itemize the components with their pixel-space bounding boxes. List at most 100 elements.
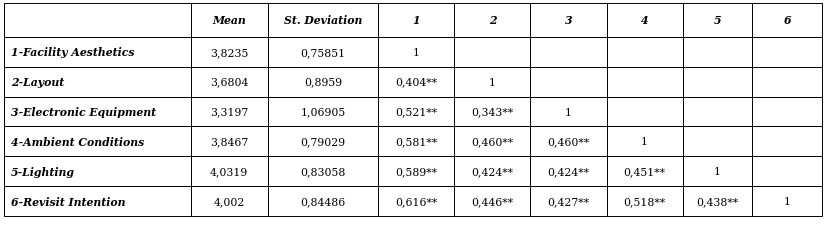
Text: 0,424**: 0,424**: [472, 167, 514, 176]
Bar: [191, 186, 268, 216]
Text: 2: 2: [489, 15, 496, 26]
Bar: [752, 38, 822, 67]
Bar: [606, 4, 683, 38]
Bar: [4, 97, 191, 127]
Bar: [530, 38, 606, 67]
Bar: [752, 97, 822, 127]
Text: 3,6804: 3,6804: [210, 77, 249, 87]
Text: 0,427**: 0,427**: [548, 196, 590, 206]
Bar: [752, 186, 822, 216]
Bar: [454, 38, 530, 67]
Text: 0,84486: 0,84486: [301, 196, 345, 206]
Bar: [454, 127, 530, 157]
Bar: [454, 97, 530, 127]
Bar: [530, 157, 606, 186]
Text: 3-Electronic Equipment: 3-Electronic Equipment: [11, 106, 156, 118]
Bar: [4, 4, 191, 38]
Bar: [378, 127, 454, 157]
Text: 0,451**: 0,451**: [624, 167, 666, 176]
Bar: [683, 157, 752, 186]
Bar: [530, 67, 606, 97]
Text: 3,8467: 3,8467: [210, 137, 249, 147]
Text: 0,616**: 0,616**: [395, 196, 438, 206]
Text: St. Deviation: St. Deviation: [284, 15, 362, 26]
Text: 0,518**: 0,518**: [624, 196, 666, 206]
Text: 1-Facility Aesthetics: 1-Facility Aesthetics: [11, 47, 135, 58]
Text: 0,438**: 0,438**: [696, 196, 738, 206]
Bar: [268, 157, 378, 186]
Bar: [191, 4, 268, 38]
Bar: [454, 157, 530, 186]
Bar: [268, 127, 378, 157]
Bar: [4, 127, 191, 157]
Text: 0,8959: 0,8959: [304, 77, 342, 87]
Text: 2-Layout: 2-Layout: [11, 77, 64, 88]
Text: 0,460**: 0,460**: [472, 137, 514, 147]
Text: 1: 1: [412, 15, 420, 26]
Text: 0,424**: 0,424**: [548, 167, 590, 176]
Text: 0,75851: 0,75851: [301, 48, 345, 57]
Bar: [606, 38, 683, 67]
Text: 0,79029: 0,79029: [301, 137, 345, 147]
Bar: [4, 186, 191, 216]
Bar: [378, 67, 454, 97]
Bar: [752, 67, 822, 97]
Bar: [191, 38, 268, 67]
Bar: [752, 157, 822, 186]
Text: 1,06905: 1,06905: [301, 107, 345, 117]
Text: 0,521**: 0,521**: [395, 107, 437, 117]
Text: 1: 1: [489, 77, 496, 87]
Text: 4,002: 4,002: [214, 196, 245, 206]
Bar: [454, 4, 530, 38]
Text: 1: 1: [714, 167, 721, 176]
Bar: [268, 4, 378, 38]
Bar: [683, 127, 752, 157]
Bar: [191, 67, 268, 97]
Bar: [683, 97, 752, 127]
Text: 3: 3: [565, 15, 572, 26]
Bar: [268, 97, 378, 127]
Bar: [606, 67, 683, 97]
Bar: [683, 186, 752, 216]
Bar: [606, 97, 683, 127]
Bar: [268, 38, 378, 67]
Bar: [683, 67, 752, 97]
Text: 0,404**: 0,404**: [396, 77, 437, 87]
Bar: [191, 127, 268, 157]
Text: 1: 1: [565, 107, 572, 117]
Bar: [606, 127, 683, 157]
Text: 0,581**: 0,581**: [395, 137, 437, 147]
Text: 5: 5: [714, 15, 721, 26]
Text: 1: 1: [413, 48, 420, 57]
Text: 3,3197: 3,3197: [210, 107, 249, 117]
Bar: [606, 186, 683, 216]
Bar: [530, 127, 606, 157]
Bar: [683, 4, 752, 38]
Bar: [752, 4, 822, 38]
Text: 1: 1: [641, 137, 648, 147]
Bar: [4, 38, 191, 67]
Bar: [378, 157, 454, 186]
Bar: [530, 97, 606, 127]
Bar: [454, 67, 530, 97]
Bar: [191, 97, 268, 127]
Bar: [378, 38, 454, 67]
Text: 0,83058: 0,83058: [301, 167, 345, 176]
Bar: [4, 67, 191, 97]
Bar: [683, 38, 752, 67]
Text: 4: 4: [641, 15, 648, 26]
Text: 4-Ambient Conditions: 4-Ambient Conditions: [11, 136, 144, 147]
Bar: [268, 67, 378, 97]
Text: 1: 1: [784, 196, 790, 206]
Bar: [378, 97, 454, 127]
Text: 0,343**: 0,343**: [472, 107, 514, 117]
Text: 0,446**: 0,446**: [472, 196, 514, 206]
Bar: [191, 157, 268, 186]
Bar: [268, 186, 378, 216]
Text: 6: 6: [783, 15, 790, 26]
Text: 3,8235: 3,8235: [210, 48, 249, 57]
Bar: [530, 186, 606, 216]
Text: 6-Revisit Intention: 6-Revisit Intention: [11, 196, 126, 207]
Bar: [606, 157, 683, 186]
Text: 4,0319: 4,0319: [210, 167, 249, 176]
